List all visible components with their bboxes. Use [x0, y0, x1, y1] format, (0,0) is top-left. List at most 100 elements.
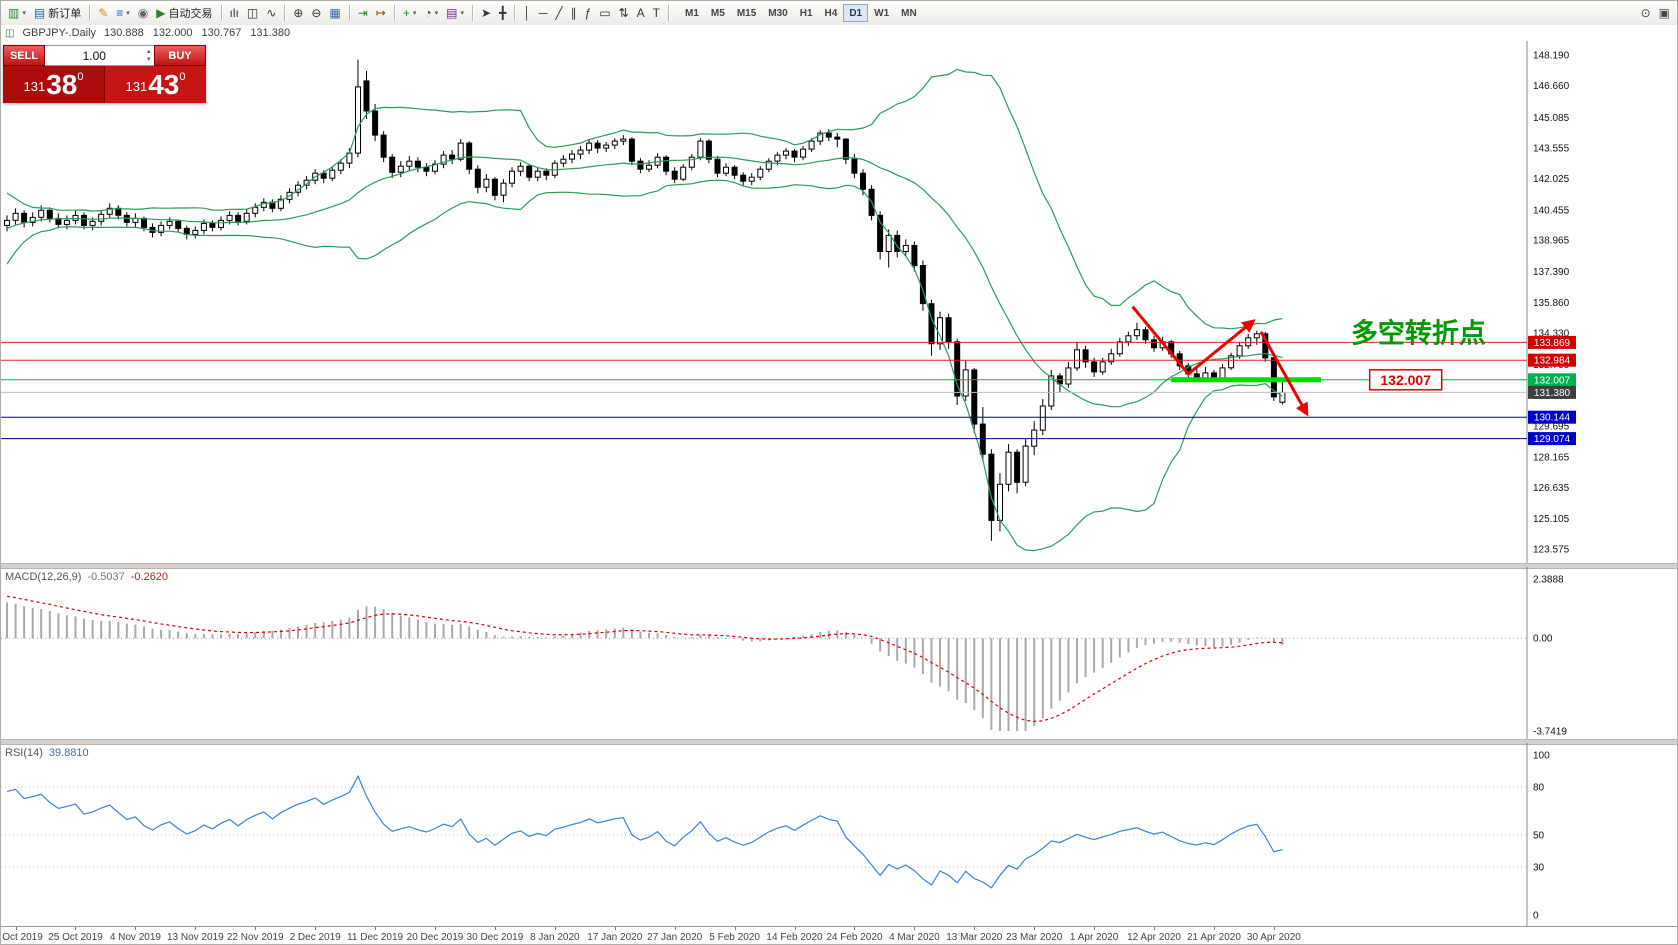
tile-windows-button[interactable]: ▦	[325, 3, 344, 23]
macd-panel-canvas[interactable]: 2.3888 0.00 -3.7419	[1, 567, 1678, 739]
timeframe-m5[interactable]: M5	[705, 4, 731, 22]
rsi-tick-label: 50	[1533, 831, 1545, 842]
vertical-line-button[interactable]: │	[519, 3, 535, 23]
arrows-tool-button[interactable]: ⇅	[615, 3, 633, 23]
quick-search-button[interactable]: ⊙	[1637, 3, 1655, 23]
toolbox-button[interactable]: ▣	[1655, 3, 1674, 23]
timeframe-h4[interactable]: H4	[819, 4, 844, 22]
horizontal-line-button[interactable]: ─	[535, 3, 552, 23]
trendline-button[interactable]: ╱	[551, 3, 566, 23]
chart-icon: ◫	[5, 27, 15, 39]
timeframe-h1[interactable]: H1	[794, 4, 819, 22]
macd-tick-label: 0.00	[1533, 634, 1553, 645]
autotrading-icon: ▶	[156, 6, 166, 20]
support-icon: ◉	[137, 6, 149, 20]
bollinger-lower-band	[6, 179, 1283, 552]
channel-button[interactable]: ∥	[567, 3, 581, 23]
timeframe-w1[interactable]: W1	[868, 4, 895, 22]
auto-scroll-button[interactable]: ⇥	[354, 3, 372, 23]
rsi-tick-label: 30	[1533, 863, 1545, 874]
zoom-out-button[interactable]: ⊖	[307, 3, 325, 23]
periods-button[interactable]: ◔ ▾	[420, 3, 442, 23]
autotrading-button[interactable]: ▶ 自动交易	[152, 3, 216, 23]
metaeditor-button[interactable]: ✎	[94, 3, 112, 23]
date-label: 21 Apr 2020	[1186, 932, 1241, 943]
timeframe-m1[interactable]: M1	[679, 4, 705, 22]
time-tick	[794, 927, 796, 930]
toolbar-separator	[220, 5, 222, 21]
templates-button[interactable]: ▤ ▾	[442, 3, 468, 23]
profiles-button[interactable]: ≡ ▾	[112, 3, 134, 23]
indicators-button[interactable]: + ▾	[399, 3, 421, 23]
new-order-button[interactable]: ▤ 新订单	[30, 3, 85, 23]
rsi-tick-label: 80	[1533, 783, 1545, 794]
date-label: 22 Nov 2019	[226, 932, 284, 943]
price-label-drawing[interactable]: 132.007	[1368, 369, 1443, 391]
time-tick	[974, 927, 976, 930]
bars-chart-button[interactable]: ılı	[226, 3, 243, 23]
price-axis[interactable]: 148.190 146.660 145.085 143.555 142.025 140.4…	[1526, 41, 1570, 563]
support-button[interactable]: ◉	[134, 3, 152, 23]
main-chart-canvas[interactable]: 148.190 146.660 145.085 143.555 142.025 140.4…	[1, 41, 1678, 563]
line-chart-icon: ∿	[266, 6, 277, 20]
volume-down-arrow[interactable]: ▾	[147, 55, 151, 63]
time-tick	[674, 927, 676, 930]
price-tick-label: 146.660	[1533, 81, 1570, 92]
crosshair-button[interactable]: ╋	[495, 3, 510, 23]
time-tick	[315, 927, 317, 930]
main-chart-panel: 148.190 146.660 145.085 143.555 142.025 140.4…	[1, 41, 1678, 563]
rsi-panel-canvas[interactable]: 100 80 50 30 0	[1, 743, 1678, 926]
horizontal-line-icon: ─	[538, 6, 548, 20]
chevron-down-icon: ▾	[434, 10, 439, 17]
shapes-button[interactable]: ▭	[595, 3, 614, 23]
text-button[interactable]: A	[633, 3, 649, 23]
time-tick	[734, 927, 736, 930]
svg-text:130.144: 130.144	[1534, 413, 1571, 424]
cursor-button[interactable]: ➤	[477, 3, 495, 23]
time-tick	[75, 927, 77, 930]
price-tick-label: 138.965	[1533, 236, 1570, 247]
date-label: 8 Jan 2020	[530, 932, 580, 943]
sell-button[interactable]: SELL	[3, 45, 45, 66]
buy-price[interactable]: 131 43 0	[105, 66, 206, 103]
text-label-icon: T	[652, 6, 661, 20]
buy-button[interactable]: BUY	[154, 45, 206, 66]
auto-scroll-icon: ⇥	[357, 6, 368, 20]
candles-chart-button[interactable]: ◫	[243, 3, 262, 23]
fibonacci-button[interactable]: ƒ	[581, 3, 596, 23]
timeframe-m15[interactable]: M15	[731, 4, 762, 22]
zoom-in-button[interactable]: ⊕	[289, 3, 307, 23]
macd-signal-line	[6, 595, 1283, 723]
price-tick-label: 140.455	[1533, 206, 1570, 217]
trend-arrow-drawing[interactable]	[1259, 331, 1309, 417]
profiles-icon: ≡	[116, 6, 124, 20]
time-tick	[435, 927, 436, 930]
tile-windows-icon: ▦	[329, 6, 341, 20]
line-chart-button[interactable]: ∿	[262, 3, 280, 23]
date-label: 11 Dec 2019	[347, 932, 404, 943]
date-label: 23 Mar 2020	[1006, 932, 1063, 943]
toolbar-separator	[89, 5, 91, 21]
new-chart-button[interactable]: ▥ ▾	[4, 3, 30, 23]
panel-splitter[interactable]	[1, 563, 1677, 569]
date-label: 30 Apr 2020	[1246, 932, 1301, 943]
sell-price[interactable]: 131 38 0	[3, 66, 105, 103]
time-tick	[195, 927, 197, 930]
timeframe-d1[interactable]: D1	[843, 4, 869, 22]
timeframe-mn[interactable]: MN	[895, 4, 923, 22]
date-label: 27 Jan 2020	[647, 932, 703, 943]
price-tick-label: 126.635	[1533, 483, 1570, 494]
time-axis[interactable]: 16 Oct 2019 25 Oct 2019 4 Nov 2019 13 Nov 2…	[1, 926, 1677, 944]
volume-input[interactable]	[45, 46, 144, 65]
rsi-tick-label: 0	[1533, 911, 1539, 922]
annotation-text[interactable]: 多空转折点	[1351, 318, 1486, 349]
text-label-button[interactable]: T	[649, 3, 664, 23]
panel-splitter[interactable]	[1, 739, 1677, 745]
volume-up-arrow[interactable]: ▴	[147, 47, 151, 55]
macd-label: MACD(12,26,9)	[5, 571, 82, 583]
trend-arrow-drawing[interactable]	[1131, 305, 1256, 376]
chart-shift-button[interactable]: ↦	[372, 3, 390, 23]
toolbar-right-group: ⊙ ▣	[1637, 3, 1674, 23]
text-icon: A	[636, 6, 645, 20]
timeframe-m30[interactable]: M30	[762, 4, 793, 22]
